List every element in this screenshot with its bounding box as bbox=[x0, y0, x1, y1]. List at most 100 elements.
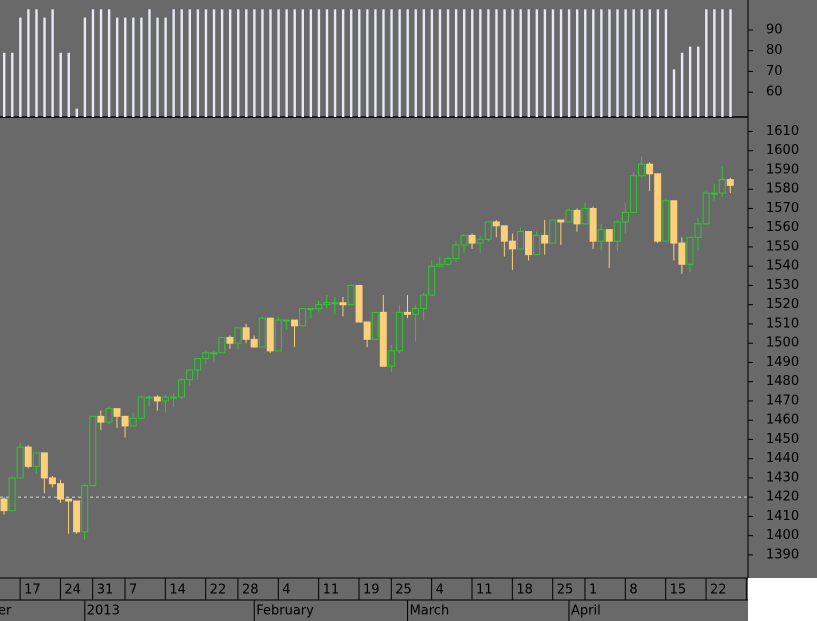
bar bbox=[115, 17, 119, 118]
candle-body bbox=[678, 242, 686, 265]
candle-body bbox=[613, 221, 621, 242]
candle-body bbox=[137, 396, 145, 419]
bar bbox=[124, 17, 127, 118]
bar bbox=[414, 9, 417, 117]
candle-body bbox=[646, 163, 654, 175]
candle-body bbox=[73, 500, 81, 533]
bar bbox=[697, 46, 700, 117]
bar bbox=[99, 9, 103, 117]
candle-body bbox=[8, 477, 16, 512]
bar bbox=[204, 9, 208, 117]
bar bbox=[551, 9, 555, 117]
plot bbox=[0, 9, 748, 540]
bar bbox=[567, 9, 571, 117]
bar bbox=[3, 52, 6, 117]
candle-body bbox=[218, 336, 226, 354]
candle-body bbox=[565, 209, 573, 223]
x-tick-label: 11 bbox=[476, 583, 493, 598]
candle-body bbox=[0, 498, 8, 512]
candle-body bbox=[153, 396, 161, 402]
candle-body bbox=[638, 163, 646, 177]
bar bbox=[406, 9, 409, 117]
month-label: March bbox=[410, 604, 450, 619]
x-tick-label: 17 bbox=[24, 583, 41, 598]
candle-body bbox=[202, 352, 210, 360]
candle-body bbox=[291, 319, 299, 327]
candle-body bbox=[266, 317, 274, 352]
candle-body bbox=[105, 408, 113, 423]
candle-body bbox=[444, 258, 452, 265]
candle-body bbox=[718, 179, 726, 194]
candle-body bbox=[250, 338, 258, 348]
candle-body bbox=[533, 234, 541, 256]
candle-body bbox=[56, 483, 64, 500]
candle-body bbox=[670, 200, 678, 244]
bar bbox=[333, 9, 337, 117]
candle-body bbox=[234, 327, 242, 344]
bar bbox=[656, 9, 660, 117]
candle-body bbox=[299, 308, 307, 327]
bar bbox=[180, 9, 183, 117]
candle-body bbox=[32, 452, 40, 467]
y-tick-label: 1460 bbox=[766, 413, 799, 428]
bar bbox=[140, 17, 143, 118]
candle-body bbox=[710, 192, 718, 195]
x-tick-label: 19 bbox=[363, 583, 380, 598]
bar bbox=[164, 17, 167, 118]
candle-body bbox=[24, 446, 32, 467]
candle-body bbox=[597, 229, 605, 242]
candle-body bbox=[371, 311, 379, 340]
bar bbox=[382, 9, 385, 117]
bar bbox=[148, 9, 151, 117]
candle-body bbox=[226, 336, 234, 344]
bar bbox=[269, 9, 272, 117]
y-tick-label: 1580 bbox=[766, 182, 799, 197]
bar bbox=[51, 9, 54, 117]
x-tick-label: 22 bbox=[710, 583, 727, 598]
bar bbox=[196, 9, 200, 117]
candle-body bbox=[508, 240, 516, 250]
candle-body bbox=[541, 234, 549, 244]
candle-body bbox=[81, 485, 89, 533]
bar bbox=[293, 9, 296, 117]
y-tick-label: 1590 bbox=[766, 162, 799, 177]
candle-body bbox=[404, 311, 411, 315]
y-tick-label: 1450 bbox=[766, 432, 799, 447]
x-tick-label: 11 bbox=[323, 583, 340, 598]
month-label: er bbox=[0, 604, 12, 619]
x-tick-label: 28 bbox=[242, 583, 259, 598]
bar bbox=[664, 9, 668, 117]
bar bbox=[608, 9, 611, 117]
bar bbox=[43, 17, 46, 118]
bar bbox=[285, 9, 288, 117]
bar bbox=[438, 9, 442, 117]
x-tick-label: 7 bbox=[129, 583, 137, 598]
y-tick-label: 1440 bbox=[766, 451, 799, 466]
x-tick-label: 15 bbox=[670, 583, 687, 598]
bar bbox=[27, 9, 30, 117]
y-tick-label: 70 bbox=[766, 64, 783, 79]
candle-body bbox=[274, 319, 282, 352]
x-tick-label: 8 bbox=[629, 583, 637, 598]
x-tick-label: 25 bbox=[557, 583, 574, 598]
bar bbox=[705, 9, 708, 117]
candle-body bbox=[557, 219, 565, 223]
bar bbox=[220, 9, 224, 117]
bar bbox=[479, 9, 482, 117]
bar bbox=[132, 17, 135, 118]
candle-body bbox=[589, 207, 597, 242]
bar bbox=[156, 17, 159, 118]
candle-body bbox=[476, 238, 484, 244]
bar bbox=[317, 9, 321, 117]
bar bbox=[358, 9, 361, 117]
bar bbox=[59, 52, 62, 117]
y-tick-label: 1390 bbox=[766, 547, 799, 562]
bar bbox=[559, 9, 563, 117]
candle-body bbox=[355, 284, 363, 323]
x-tick-label: 4 bbox=[436, 583, 444, 598]
bar bbox=[672, 69, 676, 117]
bar bbox=[640, 9, 643, 117]
bar bbox=[325, 9, 329, 117]
candle-body bbox=[654, 173, 662, 242]
candle-body bbox=[65, 498, 73, 502]
